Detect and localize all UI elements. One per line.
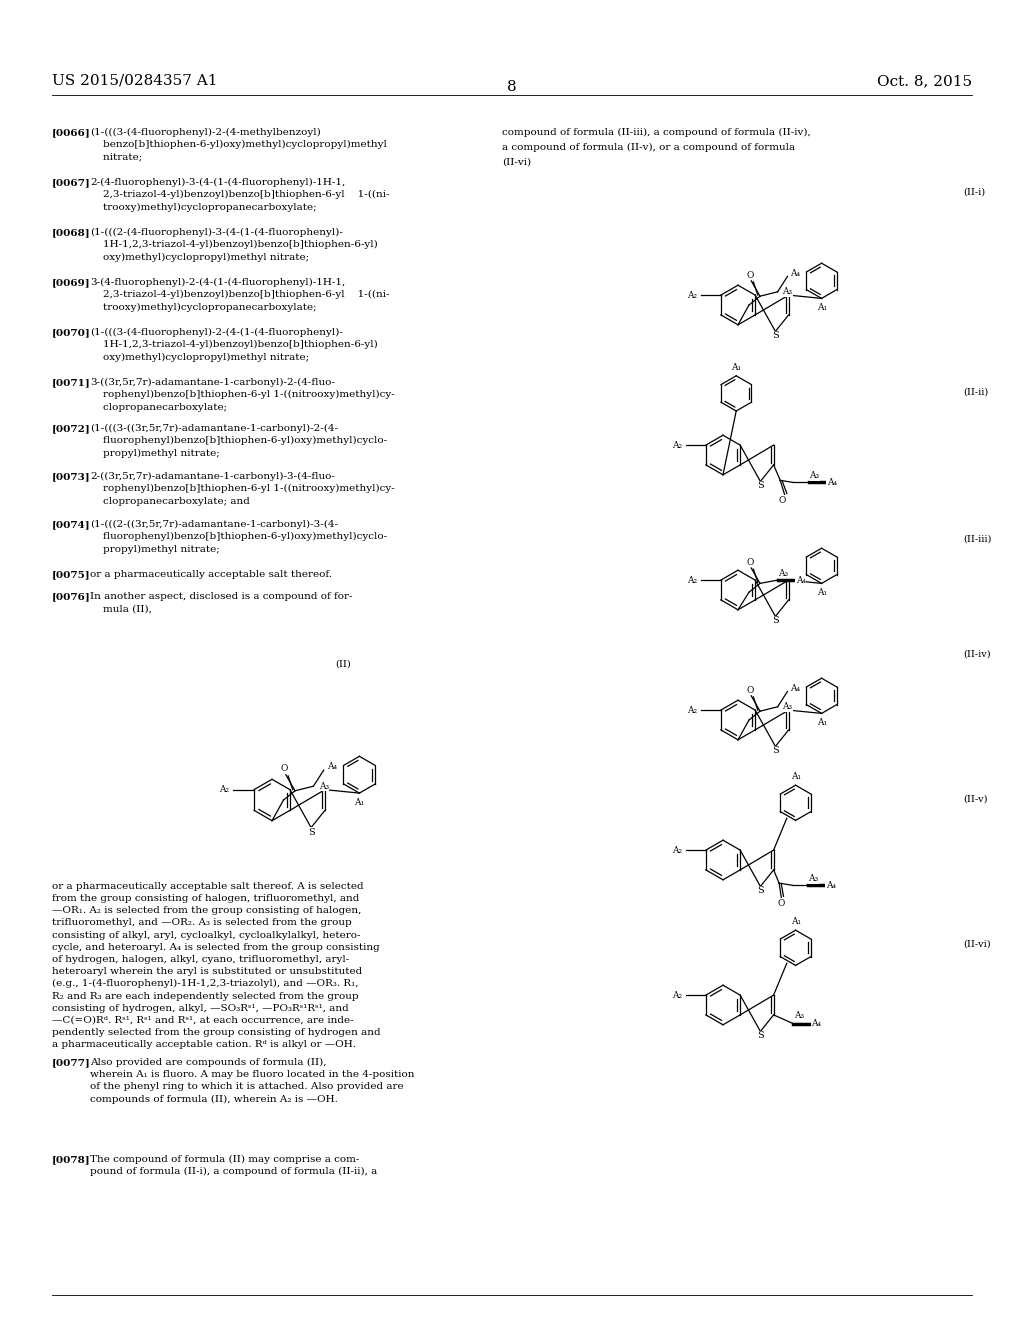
Text: (II-ii): (II-ii) — [963, 388, 988, 397]
Text: (1-(((3-(4-fluorophenyl)-2-(4-(1-(4-fluorophenyl)-
    1H-1,2,3-triazol-4-yl)ben: (1-(((3-(4-fluorophenyl)-2-(4-(1-(4-fluo… — [90, 327, 378, 362]
Text: (II-vi): (II-vi) — [502, 158, 531, 168]
Text: O: O — [778, 495, 786, 504]
Text: A₂: A₂ — [687, 290, 697, 300]
Text: [0073]: [0073] — [52, 473, 91, 480]
Text: S: S — [772, 616, 779, 626]
Text: (II-vi): (II-vi) — [963, 940, 990, 949]
Text: [0070]: [0070] — [52, 327, 91, 337]
Text: A₄: A₄ — [796, 576, 806, 585]
Text: compound of formula (II-iii), a compound of formula (II-iv),: compound of formula (II-iii), a compound… — [502, 128, 811, 137]
Text: [0078]: [0078] — [52, 1155, 91, 1164]
Text: S: S — [757, 886, 764, 895]
Text: [0067]: [0067] — [52, 178, 91, 187]
Text: Also provided are compounds of formula (II),
wherein A₁ is fluoro. A may be fluo: Also provided are compounds of formula (… — [90, 1059, 415, 1104]
Text: a compound of formula (II-v), or a compound of formula: a compound of formula (II-v), or a compo… — [502, 143, 795, 152]
Text: A₁: A₁ — [354, 797, 365, 807]
Text: or a pharmaceutically acceptable salt thereof. A is selected
from the group cons: or a pharmaceutically acceptable salt th… — [52, 882, 381, 1049]
Text: or a pharmaceutically acceptable salt thereof.: or a pharmaceutically acceptable salt th… — [90, 570, 332, 579]
Text: US 2015/0284357 A1: US 2015/0284357 A1 — [52, 74, 217, 88]
Text: [0072]: [0072] — [52, 424, 91, 433]
Text: [0068]: [0068] — [52, 228, 91, 238]
Text: A₁: A₁ — [731, 363, 741, 371]
Text: A₁: A₁ — [791, 917, 801, 925]
Text: [0077]: [0077] — [52, 1059, 91, 1067]
Text: (1-(((3-(4-fluorophenyl)-2-(4-methylbenzoyl)
    benzo[b]thiophen-6-yl)oxy)methy: (1-(((3-(4-fluorophenyl)-2-(4-methylbenz… — [90, 128, 387, 161]
Text: In another aspect, disclosed is a compound of for-
    mula (II),: In another aspect, disclosed is a compou… — [90, 591, 352, 614]
Text: A₁: A₁ — [816, 302, 826, 312]
Text: A₁: A₁ — [816, 718, 826, 727]
Text: A₃: A₃ — [794, 1011, 804, 1020]
Text: S: S — [308, 828, 314, 837]
Text: 2-(4-fluorophenyl)-3-(4-(1-(4-fluorophenyl)-1H-1,
    2,3-triazol-4-yl)benzoyl)b: 2-(4-fluorophenyl)-3-(4-(1-(4-fluorophen… — [90, 178, 389, 211]
Text: S: S — [757, 1031, 764, 1040]
Text: O: O — [281, 764, 289, 774]
Text: (1-(((2-(4-fluorophenyl)-3-(4-(1-(4-fluorophenyl)-
    1H-1,2,3-triazol-4-yl)ben: (1-(((2-(4-fluorophenyl)-3-(4-(1-(4-fluo… — [90, 228, 378, 261]
Text: O: O — [746, 271, 754, 280]
Text: A₁: A₁ — [791, 772, 801, 781]
Text: O: O — [746, 686, 754, 694]
Text: Oct. 8, 2015: Oct. 8, 2015 — [877, 74, 972, 88]
Text: A₄: A₄ — [327, 762, 337, 771]
Text: 3-(4-fluorophenyl)-2-(4-(1-(4-fluorophenyl)-1H-1,
    2,3-triazol-4-yl)benzoyl)b: 3-(4-fluorophenyl)-2-(4-(1-(4-fluorophen… — [90, 279, 389, 312]
Text: [0075]: [0075] — [52, 570, 91, 579]
Text: [0074]: [0074] — [52, 520, 91, 529]
Text: The compound of formula (II) may comprise a com-
pound of formula (II-i), a comp: The compound of formula (II) may compris… — [90, 1155, 377, 1176]
Text: 2-((3r,5r,7r)-adamantane-1-carbonyl)-3-(4-fluo-
    rophenyl)benzo[b]thiophen-6-: 2-((3r,5r,7r)-adamantane-1-carbonyl)-3-(… — [90, 473, 394, 506]
Text: A₄: A₄ — [811, 1019, 821, 1028]
Text: A₃: A₃ — [782, 288, 793, 296]
Text: [0071]: [0071] — [52, 378, 91, 387]
Text: A₃: A₃ — [318, 781, 329, 791]
Text: A₃: A₃ — [808, 874, 818, 883]
Text: (II-iv): (II-iv) — [963, 649, 990, 659]
Text: (II-iii): (II-iii) — [963, 535, 991, 544]
Text: A₂: A₂ — [219, 785, 229, 795]
Text: O: O — [746, 558, 754, 568]
Text: A₁: A₁ — [816, 587, 826, 597]
Text: O: O — [777, 899, 785, 908]
Text: A₂: A₂ — [672, 846, 682, 854]
Text: 3-((3r,5r,7r)-adamantane-1-carbonyl)-2-(4-fluo-
    rophenyl)benzo[b]thiophen-6-: 3-((3r,5r,7r)-adamantane-1-carbonyl)-2-(… — [90, 378, 394, 412]
Text: S: S — [772, 746, 779, 755]
Text: (II-i): (II-i) — [963, 187, 985, 197]
Text: A₃: A₃ — [782, 702, 793, 711]
Text: (II-v): (II-v) — [963, 795, 987, 804]
Text: A₂: A₂ — [687, 576, 697, 585]
Text: (1-(((3-((3r,5r,7r)-adamantane-1-carbonyl)-2-(4-
    fluorophenyl)benzo[b]thioph: (1-(((3-((3r,5r,7r)-adamantane-1-carbony… — [90, 424, 387, 458]
Text: A₄: A₄ — [791, 268, 801, 277]
Text: [0069]: [0069] — [52, 279, 91, 286]
Text: (II): (II) — [335, 660, 351, 669]
Text: A₃: A₃ — [778, 569, 788, 578]
Text: A₂: A₂ — [687, 706, 697, 714]
Text: A₄: A₄ — [825, 880, 836, 890]
Text: A₄: A₄ — [826, 478, 837, 487]
Text: [0066]: [0066] — [52, 128, 91, 137]
Text: 8: 8 — [507, 81, 517, 94]
Text: A₂: A₂ — [672, 441, 682, 450]
Text: A₂: A₂ — [672, 990, 682, 999]
Text: A₄: A₄ — [791, 684, 801, 693]
Text: [0076]: [0076] — [52, 591, 91, 601]
Text: S: S — [757, 482, 764, 490]
Text: A₃: A₃ — [809, 471, 819, 480]
Text: (1-(((2-((3r,5r,7r)-adamantane-1-carbonyl)-3-(4-
    fluorophenyl)benzo[b]thioph: (1-(((2-((3r,5r,7r)-adamantane-1-carbony… — [90, 520, 387, 554]
Text: S: S — [772, 331, 779, 341]
